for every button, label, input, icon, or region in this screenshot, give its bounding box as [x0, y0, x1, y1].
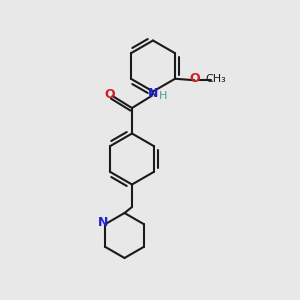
Text: O: O: [190, 72, 200, 85]
Text: O: O: [104, 88, 115, 101]
Text: H: H: [159, 91, 168, 101]
Text: CH₃: CH₃: [205, 74, 226, 84]
Text: N: N: [148, 87, 158, 100]
Text: N: N: [98, 216, 108, 229]
